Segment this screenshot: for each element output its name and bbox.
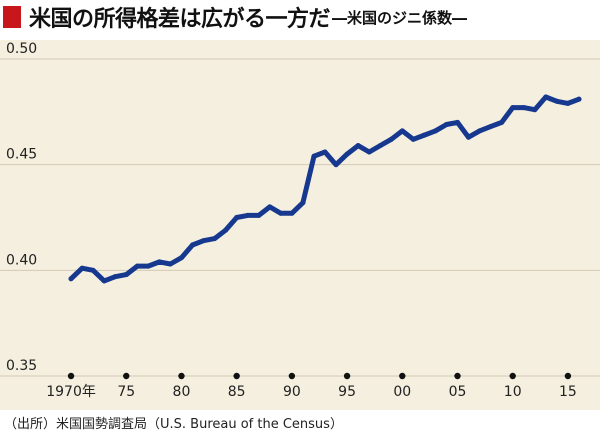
data-point (366, 149, 372, 155)
data-point (355, 143, 361, 149)
x-tick-label: 90 (283, 384, 301, 400)
data-point (167, 261, 173, 267)
data-point (145, 263, 151, 269)
data-point (190, 242, 195, 248)
x-tick-dot (123, 372, 130, 380)
x-tick-dot (343, 372, 351, 380)
data-point (432, 128, 438, 134)
data-point (488, 124, 494, 130)
data-point (510, 105, 516, 111)
data-point (300, 200, 306, 206)
data-point (234, 215, 240, 220)
y-tick-label: 0.45 (6, 147, 37, 163)
data-point (256, 212, 262, 218)
data-point (576, 96, 582, 102)
data-point (388, 136, 394, 142)
data-point (543, 94, 549, 100)
data-point (156, 259, 162, 265)
chart-title: 米国の所得格差は広がる一方だ (29, 7, 331, 32)
data-point (278, 210, 284, 216)
data-point (201, 238, 207, 244)
x-tick-dot (399, 372, 406, 380)
x-tick-label: 05 (449, 384, 467, 400)
x-tick-label: 10 (504, 384, 522, 400)
x-tick-dot (454, 372, 461, 380)
data-point (499, 119, 505, 125)
x-tick-dot (178, 372, 185, 380)
x-tick-label: 95 (338, 384, 356, 400)
data-point (68, 276, 74, 282)
x-tick-dot (288, 372, 296, 380)
data-point (532, 107, 538, 113)
y-tick-label: 0.50 (6, 41, 37, 57)
x-tick-dot (67, 372, 75, 380)
data-point (245, 212, 251, 218)
x-tick-label: 85 (228, 384, 246, 400)
data-point (123, 272, 129, 278)
x-tick-dot (564, 372, 572, 380)
data-point (112, 274, 118, 280)
data-point (134, 263, 140, 269)
x-tick-dot (509, 372, 516, 380)
data-point (521, 105, 527, 111)
data-point (333, 162, 339, 168)
title-bar: 米国の所得格差は広がる一方だ ―米国のジニ係数― (0, 0, 600, 34)
data-point (410, 136, 416, 142)
data-point (421, 132, 427, 138)
data-point (267, 204, 273, 210)
data-point (212, 236, 218, 242)
data-point (344, 151, 350, 157)
data-point (466, 134, 472, 140)
x-tick-label: 1970年 (46, 384, 96, 400)
y-tick-label: 0.35 (6, 358, 37, 374)
data-point (178, 255, 184, 261)
x-tick-label: 75 (117, 384, 135, 400)
data-point (311, 153, 317, 159)
data-point (455, 119, 460, 125)
x-tick-dot (233, 372, 240, 380)
x-tick-label: 15 (559, 384, 577, 400)
data-point (289, 210, 295, 216)
data-point (399, 128, 405, 134)
data-point (477, 128, 483, 134)
data-point (554, 98, 560, 104)
title-marker (3, 6, 21, 28)
source-note: （出所）米国国勢調査局（U.S. Bureau of the Census） (4, 417, 343, 432)
data-point (565, 100, 571, 106)
y-tick-label: 0.40 (6, 252, 37, 268)
x-tick-label: 00 (393, 384, 411, 400)
data-point (322, 149, 328, 155)
chart-subtitle: ―米国のジニ係数― (332, 8, 468, 27)
data-point (79, 265, 85, 271)
data-point (443, 122, 449, 128)
gini-line-chart: 0.35 0.40 0.45 0.50 1970年 75 80 85 90 95 00 05 10 15 (0, 41, 600, 400)
data-point (101, 278, 107, 284)
chart-panel (0, 40, 600, 410)
x-tick-label: 80 (173, 384, 191, 400)
data-point (377, 143, 383, 149)
data-point (90, 267, 96, 273)
data-point (223, 227, 229, 233)
